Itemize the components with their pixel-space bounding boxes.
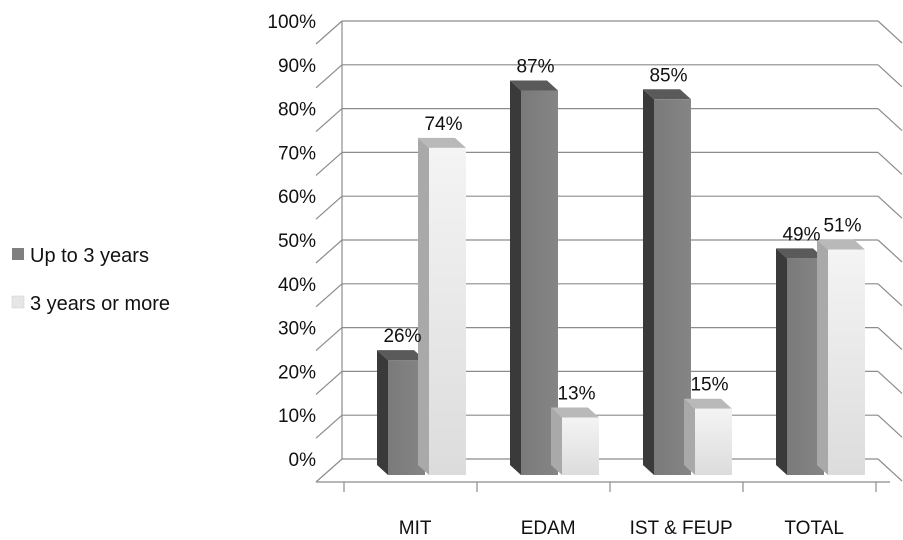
bar	[695, 408, 732, 475]
gridline-depth	[877, 370, 903, 394]
bar-side	[377, 350, 388, 475]
bars	[377, 80, 865, 476]
y-tick-label: 80%	[278, 100, 316, 121]
gridline-left-depth	[315, 283, 343, 308]
gridline-left-depth	[315, 327, 343, 352]
x-category-label: TOTAL	[784, 518, 843, 539]
gridline-left-depth	[315, 414, 343, 439]
y-tick-label: 40%	[278, 275, 316, 296]
gridline-depth	[877, 458, 903, 482]
bar-side	[817, 239, 828, 475]
gridline-left-depth	[315, 458, 343, 483]
y-tick-label: 90%	[278, 56, 316, 77]
gridline-depth	[877, 239, 903, 263]
bar-side	[643, 89, 654, 476]
bar	[828, 249, 865, 475]
x-category-label: IST & FEUP	[630, 518, 733, 539]
gridline-depth	[877, 327, 903, 351]
data-label: 85%	[649, 65, 687, 86]
bar-top	[418, 137, 466, 148]
legend-label-up-to-3-years: Up to 3 years	[30, 245, 149, 267]
bar-side	[684, 398, 695, 475]
x-category-label: MIT	[399, 518, 432, 539]
data-label: 49%	[782, 224, 820, 245]
y-tick-label: 60%	[278, 187, 316, 208]
bar-top	[510, 80, 558, 91]
y-tick-label: 10%	[278, 406, 316, 427]
gridline-depth	[877, 283, 903, 307]
axes: 0% 10% 20% 30% 40% 50% 60% 70% 80% 90% 100% MIT EDAM…	[267, 12, 890, 539]
bar-side	[510, 80, 521, 476]
bar-top	[551, 407, 599, 418]
y-tick-label: 30%	[278, 319, 316, 340]
bar	[429, 147, 466, 476]
bar-side	[418, 137, 429, 476]
data-labels: 26% 74% 87% 13% 85% 15% 49% 51%	[383, 56, 861, 404]
gridline-left-depth	[315, 370, 343, 395]
y-tick-label: 70%	[278, 143, 316, 164]
legend-swatch-3-years-or-more	[11, 295, 25, 309]
gridline-depth	[877, 414, 903, 438]
legend-swatch-up-to-3-years	[12, 248, 24, 260]
gridline-left-depth	[315, 20, 343, 45]
gridline-left-depth	[315, 64, 343, 89]
gridline-depth	[877, 195, 903, 219]
gridline-depth	[877, 20, 903, 44]
bar	[562, 417, 599, 475]
gridline-left-depth	[315, 151, 343, 176]
y-tick-label: 100%	[267, 12, 316, 33]
legend-label-3-years-or-more: 3 years or more	[30, 293, 170, 315]
data-label: 74%	[424, 114, 462, 135]
gridline-depth	[877, 64, 903, 88]
data-label: 13%	[557, 384, 595, 405]
bar-top	[684, 398, 732, 409]
data-label: 87%	[516, 56, 554, 77]
data-label: 51%	[823, 216, 861, 237]
bar-top	[643, 89, 691, 100]
bar-top	[776, 248, 824, 259]
y-tick-label: 20%	[278, 362, 316, 383]
data-label: 26%	[383, 326, 421, 347]
x-category-label: EDAM	[521, 518, 576, 539]
bar-top	[817, 239, 865, 250]
bar-top	[377, 350, 425, 361]
y-tick-label: 50%	[278, 231, 316, 252]
legend: Up to 3 years 3 years or more	[11, 245, 170, 315]
gridline-depth	[877, 108, 903, 132]
bar-side	[776, 248, 787, 475]
y-tick-label: 0%	[289, 450, 317, 471]
data-label: 15%	[690, 375, 728, 396]
gridline-depth	[877, 151, 903, 175]
gridline-left-depth	[315, 195, 343, 220]
gridline-left-depth	[315, 108, 343, 133]
gridline-left-depth	[315, 239, 343, 264]
bar-side	[551, 407, 562, 475]
